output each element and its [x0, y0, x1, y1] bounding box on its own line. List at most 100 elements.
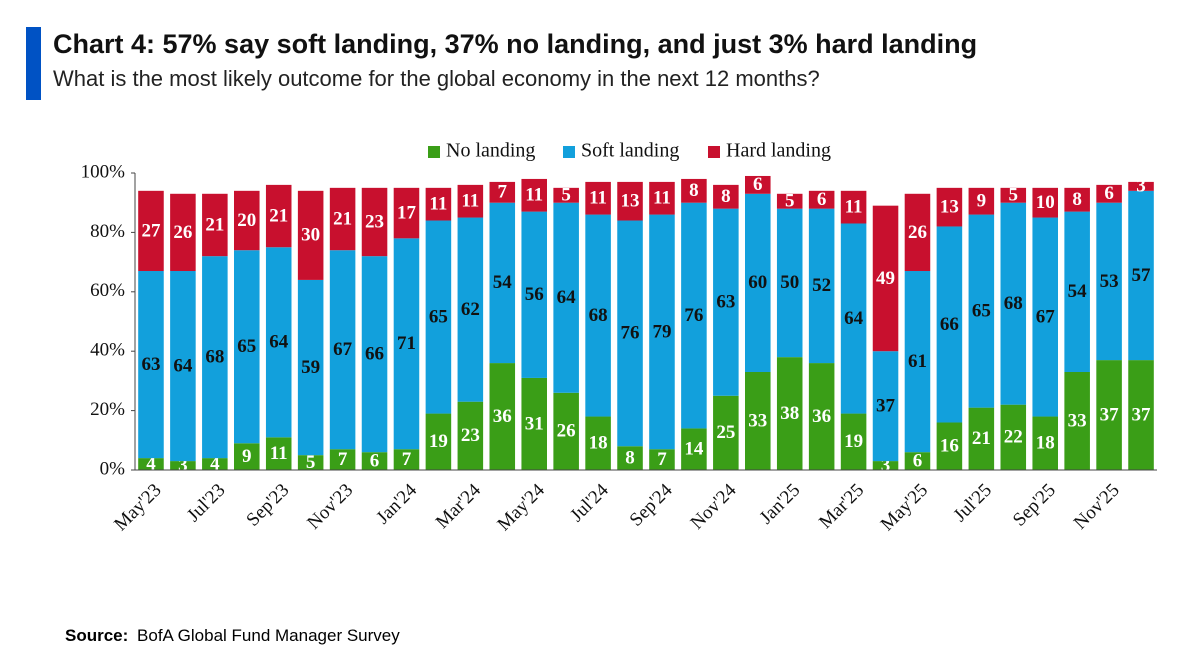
legend-label: No landing: [446, 140, 535, 162]
legend-swatch: [563, 146, 575, 158]
bar-segment: [202, 193, 228, 257]
data-label: 63: [716, 292, 735, 313]
bar-segment: [776, 193, 803, 209]
bar-segment: [1096, 202, 1122, 361]
bar-segment: [936, 226, 963, 423]
data-label: 20: [237, 210, 256, 231]
data-label: 67: [333, 339, 353, 360]
bar-segment: [329, 187, 356, 251]
bar-segment: [553, 187, 579, 203]
bar-segment: [713, 184, 739, 209]
data-label: 76: [684, 305, 703, 326]
bar-segment: [872, 205, 899, 352]
data-label: 8: [1072, 189, 1082, 210]
x-tick-label: May'24: [493, 479, 549, 535]
data-label: 57: [1132, 265, 1152, 286]
bar-segment: [585, 181, 611, 215]
bar-segment: [457, 217, 484, 402]
data-label: 59: [301, 357, 320, 378]
bar-segment: [1096, 184, 1122, 203]
bar-segment: [1000, 404, 1027, 470]
data-label: 19: [429, 431, 448, 452]
bar-segment: [234, 443, 260, 470]
bar-segment: [1000, 202, 1027, 405]
bar-segment: [872, 461, 899, 470]
data-label: 23: [365, 211, 384, 232]
x-tick-label: Jan'25: [756, 480, 805, 529]
data-label: 22: [1004, 427, 1023, 448]
bar-segment: [585, 214, 611, 417]
bar-segment: [265, 184, 292, 248]
data-label: 21: [269, 205, 288, 226]
data-label: 5: [561, 185, 571, 206]
bar-segment: [1064, 211, 1090, 372]
data-label: 37: [1132, 404, 1152, 425]
bar-segment: [457, 184, 484, 218]
data-label: 9: [242, 446, 252, 467]
x-tick-label: Sep'25: [1009, 480, 1060, 531]
bar-segment: [489, 202, 516, 364]
source-text: BofA Global Fund Manager Survey: [137, 626, 400, 645]
y-tick-label: 40%: [90, 340, 125, 361]
data-label: 31: [525, 413, 544, 434]
bar-segment: [553, 392, 579, 470]
data-label: 27: [141, 220, 161, 241]
bar-segment: [904, 452, 931, 470]
bar-segment: [713, 395, 739, 470]
data-label: 68: [205, 346, 224, 367]
data-label: 30: [301, 225, 320, 246]
data-label: 5: [785, 191, 795, 212]
bar-segment: [425, 187, 452, 221]
legend-label: Hard landing: [726, 140, 831, 162]
data-label: 60: [748, 272, 767, 293]
bar-segment: [681, 178, 707, 203]
legend-swatch: [708, 146, 720, 158]
bar-segment: [138, 271, 164, 459]
x-tick-label: Jul'23: [183, 480, 229, 526]
bar-segment: [1128, 181, 1154, 191]
source: Source: BofA Global Fund Manager Survey: [65, 626, 400, 645]
bar-segment: [1064, 187, 1090, 212]
data-label: 64: [557, 287, 577, 308]
data-label: 11: [589, 188, 607, 209]
data-label: 54: [1068, 281, 1088, 302]
data-label: 26: [557, 421, 576, 442]
bar-segment: [234, 250, 260, 444]
bar-segment: [968, 214, 995, 408]
data-label: 11: [461, 191, 479, 212]
x-tick-label: Sep'24: [626, 479, 677, 530]
bar-segment: [521, 377, 547, 470]
data-label: 38: [780, 403, 799, 424]
data-label: 11: [653, 188, 671, 209]
x-tick-label: Jan'24: [372, 479, 421, 528]
bar-segment: [425, 220, 452, 414]
chart-title: Chart 4: 57% say soft landing, 37% no la…: [53, 29, 977, 59]
data-label: 26: [173, 222, 192, 243]
bar-segment: [808, 208, 835, 364]
bar-segment: [1064, 371, 1090, 470]
bar-segment: [393, 449, 420, 470]
bar-segment: [138, 458, 164, 470]
bar-segment: [1128, 190, 1154, 361]
data-label: 5: [306, 452, 316, 473]
bar-segment: [713, 208, 739, 396]
bar-segment: [585, 416, 611, 470]
data-label: 62: [461, 299, 480, 320]
data-label: 18: [589, 433, 608, 454]
data-label: 79: [652, 321, 671, 342]
data-label: 68: [589, 305, 608, 326]
data-label: 49: [876, 268, 895, 289]
data-label: 16: [940, 436, 959, 457]
data-label: 7: [657, 449, 667, 470]
bar-segment: [1032, 217, 1058, 417]
x-tick-label: May'23: [110, 480, 165, 535]
data-label: 63: [141, 354, 160, 375]
bar-segment: [265, 247, 292, 438]
legend-swatch: [428, 146, 440, 158]
bar-segment: [170, 461, 196, 470]
bar-segment: [776, 208, 803, 358]
bar-segment: [329, 250, 356, 450]
bar-segment: [361, 187, 388, 257]
data-label: 26: [908, 222, 927, 243]
